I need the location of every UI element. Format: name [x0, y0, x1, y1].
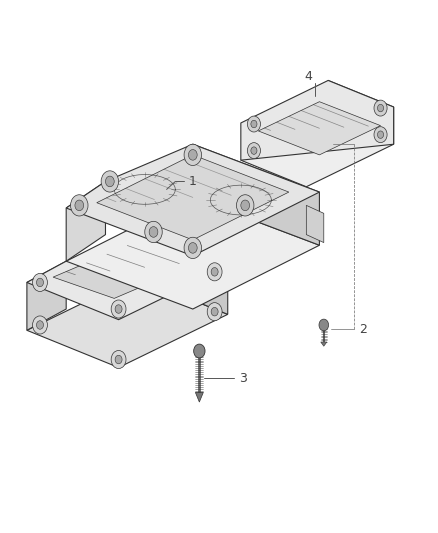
Polygon shape [258, 102, 381, 155]
Polygon shape [27, 277, 228, 368]
Circle shape [194, 344, 205, 358]
Text: 1: 1 [188, 175, 196, 188]
Circle shape [115, 356, 122, 364]
Polygon shape [66, 144, 319, 256]
Polygon shape [27, 261, 66, 330]
Polygon shape [97, 155, 289, 240]
Circle shape [32, 273, 47, 292]
Circle shape [374, 127, 387, 143]
Circle shape [75, 200, 84, 211]
Polygon shape [136, 229, 228, 314]
Text: 4: 4 [304, 70, 312, 83]
Polygon shape [27, 229, 228, 320]
Circle shape [184, 237, 201, 259]
Circle shape [115, 305, 122, 313]
Circle shape [106, 176, 114, 187]
Circle shape [111, 351, 126, 368]
Circle shape [101, 171, 119, 192]
Circle shape [71, 195, 88, 216]
Polygon shape [241, 80, 394, 160]
Circle shape [145, 221, 162, 243]
Circle shape [319, 319, 328, 331]
Text: 3: 3 [239, 372, 247, 385]
Text: 2: 2 [359, 322, 367, 336]
Circle shape [36, 321, 43, 329]
Polygon shape [328, 80, 394, 144]
Circle shape [211, 308, 218, 316]
Polygon shape [66, 197, 319, 309]
Circle shape [378, 131, 384, 139]
Circle shape [251, 120, 257, 128]
Circle shape [111, 300, 126, 318]
Circle shape [247, 143, 261, 159]
Circle shape [32, 316, 47, 334]
Circle shape [188, 150, 197, 160]
Circle shape [184, 144, 201, 165]
Circle shape [207, 303, 222, 321]
Polygon shape [195, 392, 203, 402]
Circle shape [378, 104, 384, 112]
Polygon shape [53, 240, 201, 298]
Polygon shape [241, 118, 394, 187]
Circle shape [247, 116, 261, 132]
Circle shape [237, 195, 254, 216]
Polygon shape [66, 181, 106, 261]
Polygon shape [306, 205, 324, 243]
Circle shape [207, 263, 222, 281]
Circle shape [188, 243, 197, 253]
Circle shape [374, 100, 387, 116]
Circle shape [251, 147, 257, 155]
Polygon shape [193, 144, 319, 245]
Circle shape [149, 227, 158, 237]
Circle shape [241, 200, 250, 211]
Circle shape [36, 278, 43, 287]
Polygon shape [321, 342, 327, 346]
Circle shape [211, 268, 218, 276]
